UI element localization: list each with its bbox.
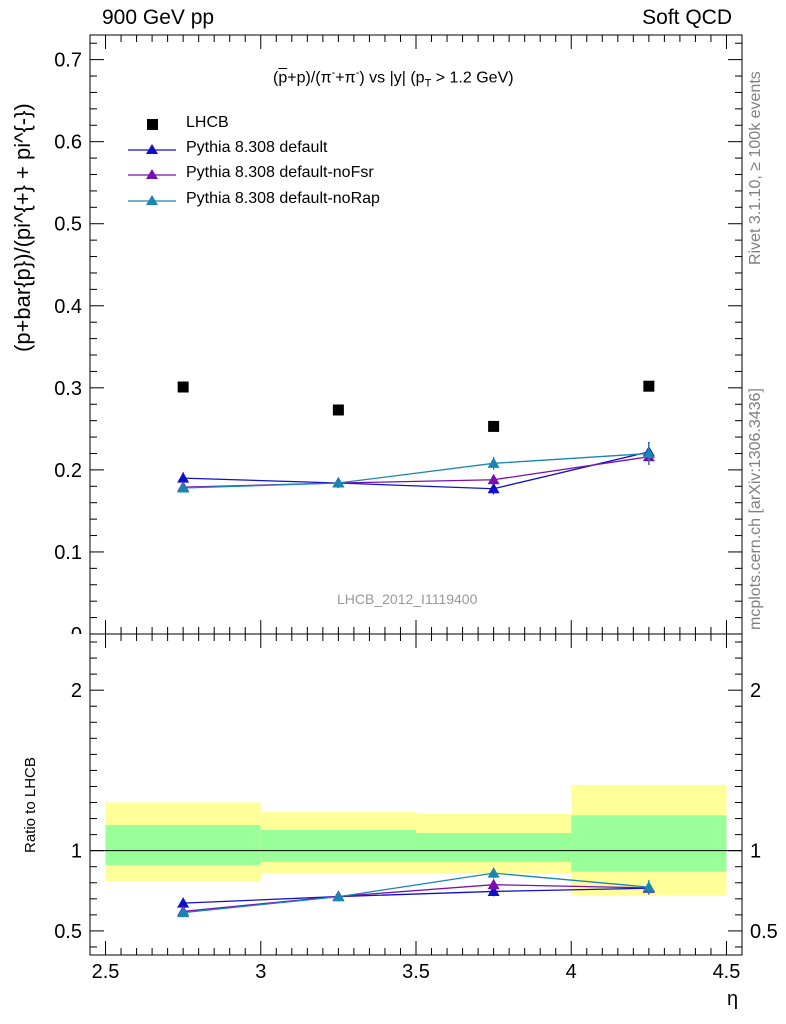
main-y-axis-label: (p+bar{p})/(pi^{+} + pi^{-}) xyxy=(10,103,35,352)
ratio-y-axis-label: Ratio to LHCB xyxy=(22,757,39,853)
ratio-y-tick-label-right-1: 1 xyxy=(750,841,761,863)
main-y-tick-label-0.2: 0.2 xyxy=(54,460,82,482)
noFsr-main-line xyxy=(183,456,649,488)
default-ratio-point xyxy=(487,885,500,896)
x-tick-label-3.5: 3.5 xyxy=(402,961,430,983)
mcplots-source-label: mcplots.cern.ch [arXiv:1306.3436] xyxy=(747,388,764,630)
ratio-y-tick-label-left-2: 2 xyxy=(71,680,82,702)
ratio-y-tick-label-right-2: 2 xyxy=(750,680,761,702)
main-y-tick-label-0.3: 0.3 xyxy=(54,378,82,400)
default-main-line xyxy=(183,451,650,490)
legend-label-norap: Pythia 8.308 default-noRap xyxy=(186,190,380,207)
analysis-id-watermark: LHCB_2012_I1119400 xyxy=(337,591,478,607)
noRap-ratio-point xyxy=(332,890,345,902)
x-tick-label-2.5: 2.5 xyxy=(92,961,120,983)
default-ratio-point xyxy=(177,897,190,908)
x-tick-label-4.5: 4.5 xyxy=(713,961,741,983)
noRap-main-point xyxy=(177,481,190,493)
noRap-ratio-point xyxy=(642,881,655,892)
legend-marker-lhcb xyxy=(147,119,158,130)
ratio-band-inner-0 xyxy=(105,824,261,866)
main-y-tick-label-0.4: 0.4 xyxy=(54,296,82,318)
rivet-version-label: Rivet 3.1.10, ≥ 100k events xyxy=(747,71,764,265)
main-y-tick-label-0.5: 0.5 xyxy=(54,214,82,236)
ratio-y-tick-label-right-0.5: 0.5 xyxy=(750,921,778,943)
noRap-main-line xyxy=(183,452,649,489)
noRap-ratio-point xyxy=(177,906,190,918)
legend-marker-norap xyxy=(128,195,176,205)
x-tick-label-3: 3 xyxy=(255,961,266,983)
header-right-label: Soft QCD xyxy=(642,6,732,29)
main-y-tick-label-0.1: 0.1 xyxy=(54,542,82,564)
legend-marker-default xyxy=(128,144,176,154)
lhcb-data-point xyxy=(177,381,189,393)
noRap-ratio-point xyxy=(487,867,500,878)
default-main-point xyxy=(177,472,190,483)
zero-label-mask xyxy=(60,634,88,642)
noRap-main-point xyxy=(332,477,345,488)
x-axis-label: η xyxy=(727,988,739,1010)
x-tick-label-4: 4 xyxy=(566,961,577,983)
ratio-band-inner-1 xyxy=(260,829,416,862)
ratio-y-tick-label-left-0.5: 0.5 xyxy=(54,921,82,943)
ratio-band-inner-2 xyxy=(416,833,572,862)
noRap-main-point xyxy=(487,457,500,468)
legend-marker-nofsr xyxy=(128,169,176,179)
legend-label-nofsr: Pythia 8.308 default-noFsr xyxy=(186,164,374,181)
lhcb-data-point xyxy=(332,404,344,416)
plot-title: (p+p)/(π-+π-) vs |y| (pT > 1.2 GeV) xyxy=(273,67,514,90)
lhcb-data-point xyxy=(488,420,500,432)
legend-label-lhcb: LHCB xyxy=(186,114,229,131)
noFsr-ratio-point xyxy=(487,878,500,890)
main-y-tick-label-0.7: 0.7 xyxy=(54,50,82,72)
noFsr-ratio-line xyxy=(183,884,649,912)
ratio-y-tick-label-left-1: 1 xyxy=(71,841,82,863)
default-ratio-line xyxy=(183,887,649,904)
noRap-ratio-line xyxy=(183,872,649,914)
default-main-point xyxy=(487,482,500,494)
header-left-label: 900 GeV pp xyxy=(102,6,215,29)
legend-label-default: Pythia 8.308 default xyxy=(186,139,328,156)
noRap-main-point xyxy=(642,447,655,458)
noFsr-main-point xyxy=(487,473,500,485)
ratio-band-inner-3 xyxy=(571,815,727,872)
main-y-tick-label-0.6: 0.6 xyxy=(54,132,82,154)
lhcb-data-point xyxy=(643,380,655,392)
